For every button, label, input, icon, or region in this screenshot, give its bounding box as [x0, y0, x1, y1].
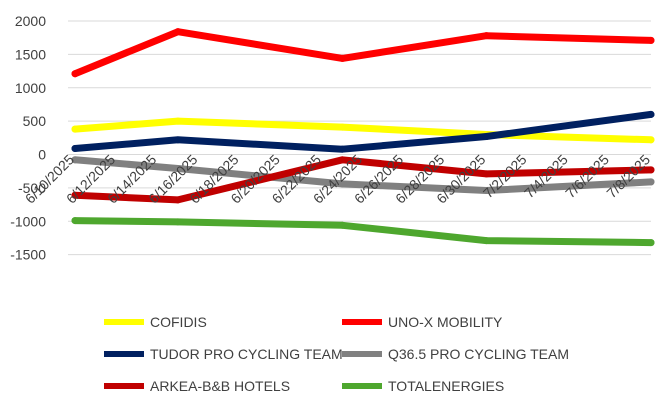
data-point: [174, 136, 182, 144]
data-point: [174, 28, 182, 36]
y-tick-label: 0: [38, 147, 46, 163]
data-point: [647, 166, 655, 174]
data-point: [338, 145, 346, 153]
data-point: [338, 156, 346, 164]
legend-item: ARKEA-B&B HOTELS: [104, 378, 290, 394]
data-point: [647, 36, 655, 44]
legend-label: COFIDIS: [150, 314, 207, 330]
data-point: [174, 196, 182, 204]
y-tick-label: -1500: [10, 247, 46, 263]
series-line: [71, 28, 655, 78]
data-point: [647, 110, 655, 118]
series-lines: [71, 28, 655, 247]
y-tick-label: 500: [23, 113, 47, 129]
legend-swatch: [104, 351, 144, 357]
y-tick-label: -500: [18, 180, 46, 196]
data-point: [71, 156, 79, 164]
y-tick-label: 2000: [15, 13, 46, 29]
legend-swatch: [342, 319, 382, 325]
legend-item: TUDOR PRO CYCLING TEAM: [104, 346, 343, 362]
data-point: [482, 132, 490, 140]
x-tick-label: 7/8/2025: [603, 151, 653, 201]
legend-item: TOTALENERGIES: [342, 378, 504, 394]
data-point: [71, 70, 79, 78]
data-point: [482, 187, 490, 195]
y-axis: 2000 1500 1000 500 0 -500 -1000 -1500: [10, 13, 46, 263]
series-line: [71, 217, 655, 247]
legend-label: Q36.5 PRO CYCLING TEAM: [388, 346, 570, 362]
data-point: [338, 180, 346, 188]
data-point: [647, 136, 655, 144]
data-point: [482, 32, 490, 40]
data-point: [71, 144, 79, 152]
data-point: [482, 170, 490, 178]
data-point: [482, 237, 490, 245]
data-point: [174, 165, 182, 173]
x-tick-label: 7/6/2025: [562, 151, 612, 201]
data-point: [174, 218, 182, 226]
data-point: [647, 239, 655, 247]
legend-item: COFIDIS: [104, 314, 207, 330]
legend-label: ARKEA-B&B HOTELS: [150, 378, 291, 394]
legend-label: TOTALENERGIES: [388, 378, 505, 394]
data-point: [338, 123, 346, 131]
y-tick-label: -1000: [10, 213, 46, 229]
y-tick-label: 1000: [15, 80, 46, 96]
legend-item: UNO-X MOBILITY: [342, 314, 502, 330]
data-point: [338, 54, 346, 62]
data-point: [71, 217, 79, 225]
data-point: [71, 125, 79, 133]
legend: COFIDIS UNO-X MOBILITY TUDOR PRO CYCLING T…: [0, 306, 667, 406]
legend-item: Q36.5 PRO CYCLING TEAM: [342, 346, 569, 362]
legend-label: TUDOR PRO CYCLING TEAM: [150, 346, 343, 362]
data-point: [338, 221, 346, 229]
legend-swatch: [104, 383, 144, 389]
data-point: [174, 117, 182, 125]
data-point: [71, 191, 79, 199]
legend-swatch: [342, 351, 382, 357]
y-tick-label: 1500: [15, 46, 46, 62]
legend-swatch: [342, 383, 382, 389]
data-point: [647, 178, 655, 186]
legend-swatch: [104, 319, 144, 325]
legend-label: UNO-X MOBILITY: [388, 314, 503, 330]
